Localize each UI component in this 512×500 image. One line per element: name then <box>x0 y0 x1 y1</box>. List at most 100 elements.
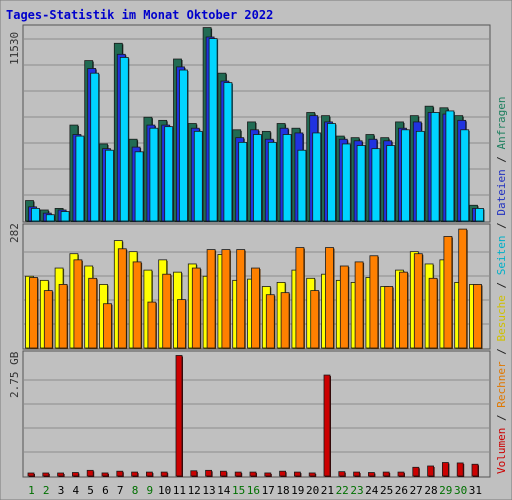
bar-rechner-day-4-fill <box>73 259 83 349</box>
bar-volumen-day-14-fill <box>219 470 227 477</box>
bar-rechner-day-2 <box>43 290 54 349</box>
bar-volumen-day-11 <box>175 355 183 477</box>
bar-seiten-day-28 <box>430 112 441 222</box>
x-tick-label-day-31: 31 <box>469 484 482 497</box>
bar-volumen-day-26 <box>397 471 405 477</box>
bar-rechner-day-26 <box>399 271 409 349</box>
bar-seiten-day-16 <box>253 134 263 222</box>
bar-volumen-day-15-fill <box>234 471 242 477</box>
bar-volumen-day-16 <box>249 471 257 477</box>
x-tick-label-day-19: 19 <box>291 484 304 497</box>
bar-rechner-day-6-fill <box>103 303 112 349</box>
bar-rechner-day-10 <box>162 273 172 349</box>
bar-seiten-day-8 <box>134 151 145 222</box>
bar-seiten-day-12 <box>193 130 204 222</box>
legend-part-4: Besuche <box>495 295 508 341</box>
bar-rechner-day-11 <box>177 299 187 349</box>
bar-rechner-day-24-fill <box>369 255 379 349</box>
bar-seiten-day-2-fill <box>45 214 55 222</box>
bar-volumen-day-2-fill <box>42 472 50 477</box>
x-tick-label-day-22: 22 <box>336 484 349 497</box>
y-tick-label-bottom: 2.75 GB <box>8 351 21 398</box>
bar-seiten-day-4-fill <box>75 135 85 222</box>
bar-volumen-day-7 <box>116 470 124 477</box>
bar-seiten-day-24 <box>371 148 381 222</box>
bar-rechner-day-13 <box>206 249 217 349</box>
bar-rechner-day-17 <box>265 294 276 349</box>
bar-rechner-day-19 <box>295 247 305 349</box>
bar-seiten-day-31-fill <box>475 208 484 222</box>
legend-part-9: / <box>495 149 508 169</box>
bar-volumen-day-31 <box>471 463 479 477</box>
bar-rechner-day-4 <box>73 259 83 349</box>
bar-rechner-day-18 <box>280 292 291 349</box>
bar-rechner-day-15-fill <box>236 249 246 349</box>
bar-seiten-day-21-fill <box>327 123 336 222</box>
bar-volumen-day-27-fill <box>412 466 420 477</box>
bar-seiten-day-2 <box>45 214 56 222</box>
bar-seiten-day-29 <box>445 110 455 222</box>
bar-volumen-day-21-fill <box>323 374 331 477</box>
bar-seiten-day-15-fill <box>238 141 248 222</box>
bar-volumen-day-18 <box>279 470 287 477</box>
x-tick-label-day-8: 8 <box>132 484 139 497</box>
bar-rechner-day-27-fill <box>413 253 423 349</box>
bar-volumen-day-13-fill <box>205 469 213 477</box>
bar-rechner-day-3-fill <box>58 284 68 349</box>
legend-part-3: / <box>495 342 508 362</box>
bar-seiten-day-5 <box>90 72 100 222</box>
bar-volumen-day-12 <box>190 470 198 477</box>
bar-seiten-day-18-fill <box>282 134 292 222</box>
bar-volumen-day-23-fill <box>353 471 361 477</box>
bar-rechner-day-27 <box>413 253 424 349</box>
bar-volumen-day-2 <box>42 472 50 477</box>
bar-volumen-day-31-fill <box>471 463 479 477</box>
legend-part-8: Dateien <box>495 169 508 215</box>
bar-seiten-day-6-fill <box>105 149 114 222</box>
legend-part-1: / <box>495 408 508 428</box>
bar-volumen-day-15 <box>234 471 243 477</box>
bar-seiten-day-15 <box>238 141 248 222</box>
bar-seiten-day-9-fill <box>149 127 159 222</box>
bar-seiten-day-14-fill <box>223 82 233 222</box>
bar-volumen-day-7-fill <box>116 470 124 477</box>
bar-volumen-day-25 <box>382 471 391 477</box>
bar-rechner-day-30 <box>458 228 468 349</box>
bar-volumen-day-20-fill <box>308 472 316 477</box>
bar-volumen-day-6-fill <box>101 472 109 477</box>
bar-seiten-day-27 <box>415 130 426 222</box>
x-tick-label-day-18: 18 <box>276 484 289 497</box>
bar-rechner-day-28-fill <box>428 277 438 349</box>
x-tick-label-day-9: 9 <box>146 484 153 497</box>
bar-rechner-day-31-fill <box>473 284 482 349</box>
bar-seiten-day-24-fill <box>371 148 381 222</box>
bar-seiten-day-19-fill <box>297 149 307 222</box>
x-tick-label-day-21: 21 <box>321 484 334 497</box>
bar-volumen-day-14 <box>219 470 228 477</box>
bar-rechner-day-17-fill <box>265 294 275 349</box>
bar-rechner-day-26-fill <box>399 271 408 349</box>
x-tick-label-day-23: 23 <box>350 484 363 497</box>
bar-rechner-day-23 <box>354 261 365 349</box>
legend-part-6: Seiten <box>495 236 508 276</box>
bar-seiten-day-6 <box>105 149 115 222</box>
bar-volumen-day-19 <box>293 471 302 477</box>
bar-seiten-day-30-fill <box>460 129 470 222</box>
bar-rechner-day-1 <box>29 277 39 349</box>
bar-seiten-day-25 <box>386 145 396 222</box>
bar-rechner-day-6 <box>103 303 113 349</box>
bar-rechner-day-12-fill <box>191 267 201 349</box>
bar-rechner-day-7-fill <box>117 248 127 349</box>
bar-volumen-day-13 <box>205 469 213 477</box>
bar-volumen-day-23 <box>353 471 361 477</box>
bar-rechner-day-29 <box>443 236 453 349</box>
x-tick-label-day-26: 26 <box>395 484 408 497</box>
bar-volumen-day-17 <box>264 472 272 477</box>
bar-rechner-day-5 <box>88 277 98 349</box>
x-tick-label-day-1: 1 <box>28 484 35 497</box>
bar-rechner-day-28 <box>428 277 439 349</box>
bar-volumen-day-12-fill <box>190 470 198 477</box>
bar-rechner-day-21 <box>325 247 335 349</box>
x-tick-label-day-17: 17 <box>262 484 275 497</box>
bar-volumen-day-1 <box>27 472 35 477</box>
